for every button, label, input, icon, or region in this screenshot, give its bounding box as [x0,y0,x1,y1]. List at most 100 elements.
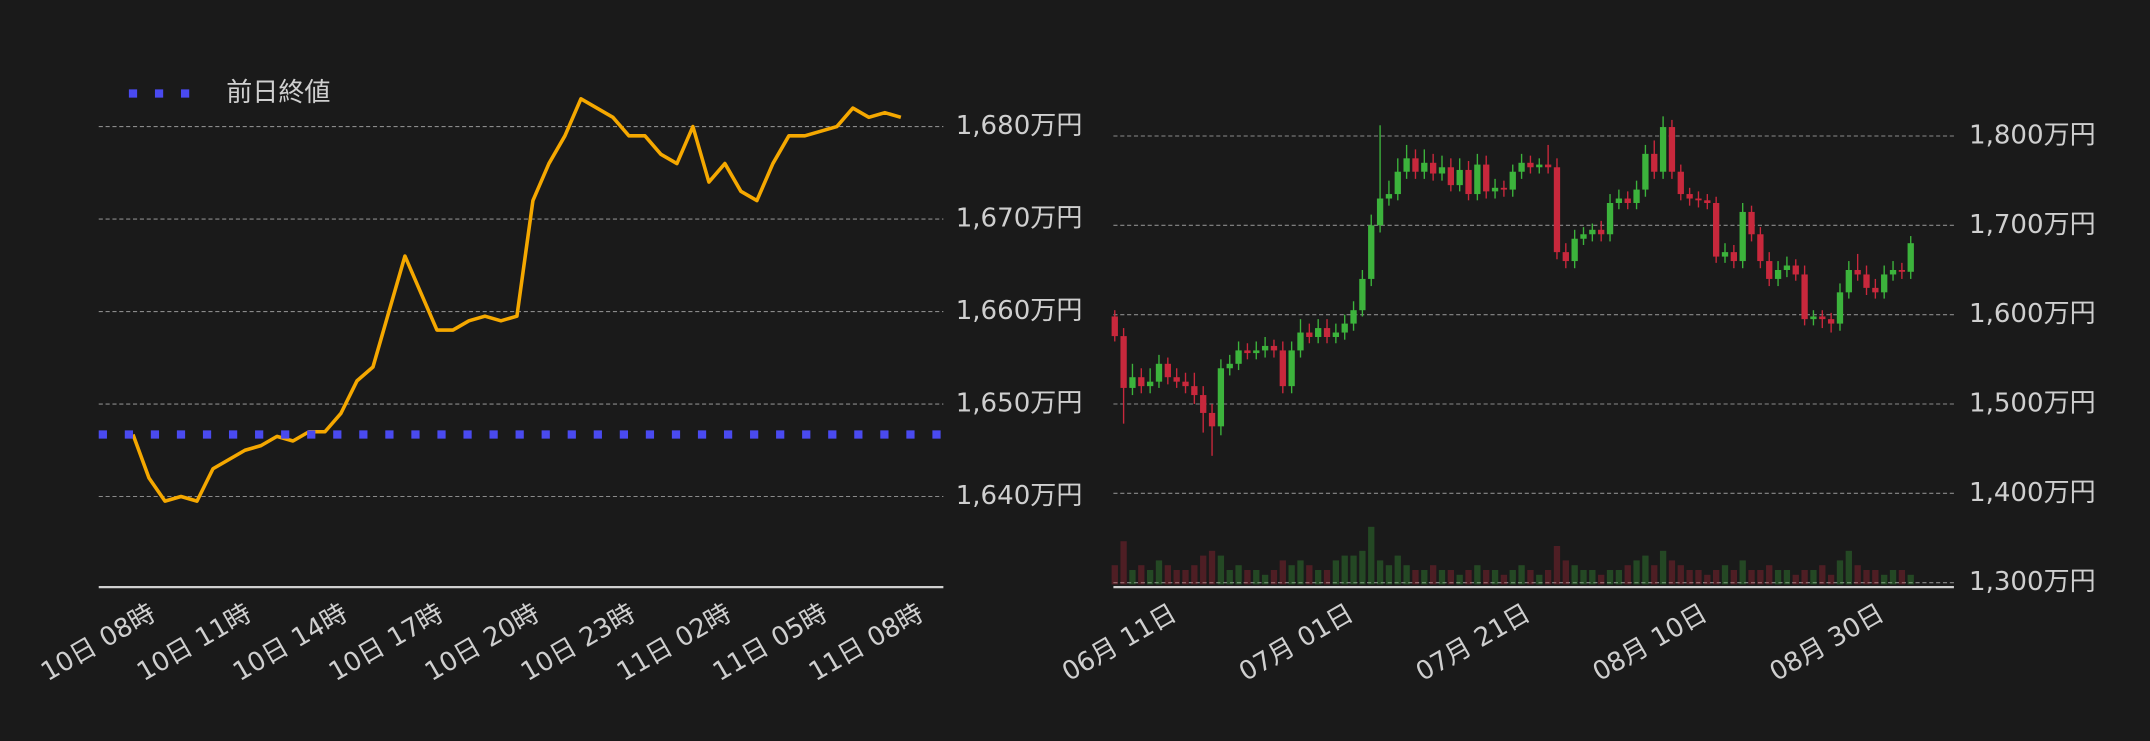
candle-body [1429,162,1437,174]
volume-bar [1146,570,1154,585]
volume-bar [1155,560,1163,585]
volume-bar [1907,574,1914,585]
volume-bar [1270,570,1278,585]
candle-body [1182,381,1189,387]
candle-body [1341,323,1348,333]
volume-bar [1403,565,1410,585]
candle-body [1730,252,1738,262]
candle-body [1536,164,1543,168]
candle-body [1403,158,1410,172]
candle-body [1315,328,1322,338]
volume-bar [1518,565,1525,585]
y-tick-label: 1,650万円 [956,389,1083,419]
volume-bar [1695,570,1702,585]
candle-body [1350,310,1357,324]
candle-body [1819,316,1826,320]
volume-bar [1323,570,1331,585]
candle-body [1606,202,1614,235]
candle-body [1704,200,1711,203]
candle-body [1146,381,1154,387]
candle-body [1854,269,1861,275]
candle-body [1774,269,1782,279]
volume-bar [1509,570,1516,585]
candle-body [1297,332,1304,351]
candle-body [1757,234,1764,262]
candle-body [1668,127,1676,172]
volume-bar [1792,574,1799,585]
volume-bar [1571,565,1578,585]
candle-body [1421,162,1428,172]
volume-bar [1288,565,1295,585]
volume-bar [1766,565,1773,585]
candle-body [1872,287,1879,293]
volume-bar [1350,555,1357,585]
candle-body [1155,363,1163,382]
volume-bar [1297,560,1304,585]
volume-bar [1376,560,1384,585]
volume-bar [1244,570,1251,585]
y-tick-label: 1,300万円 [1969,567,2096,597]
candle-body [1792,265,1799,275]
candle-body [1226,363,1233,369]
volume-bar [1332,560,1340,585]
volume-bar [1129,570,1136,585]
candle-body [1173,377,1180,382]
volume-bar [1253,570,1260,585]
candle-body [1580,234,1587,239]
candle-body [1306,332,1313,338]
volume-bar [1474,565,1481,585]
volume-bar [1827,574,1835,585]
candle-body [1739,211,1746,262]
y-tick-label: 1,400万円 [1969,478,2096,508]
volume-bar [1527,570,1534,585]
volume-bar [1863,570,1870,585]
volume-bar [1394,555,1401,585]
y-tick-label: 1,500万円 [1969,389,2096,419]
candle-body [1279,350,1286,387]
candle-body [1323,328,1331,338]
volume-bar [1217,555,1225,585]
volume-bar [1120,541,1127,585]
volume-bar [1182,570,1189,585]
candle-body [1677,171,1684,195]
candle-body [1562,252,1569,262]
y-tick-label: 1,670万円 [956,204,1083,234]
candle-body [1544,164,1552,168]
candle-body [1836,292,1844,324]
candle-body [1889,269,1897,275]
candle-body [1624,198,1631,203]
volume-bar [1589,570,1596,585]
volume-bar [1606,570,1614,585]
candle-body [1368,225,1375,279]
candle-body [1748,211,1755,235]
volume-bar [1306,565,1313,585]
candle-body [1288,350,1295,387]
candle-body [1120,336,1127,388]
candle-body [1589,229,1596,235]
candle-body [1642,153,1649,190]
volume-bar [1447,570,1454,585]
candle-body [1721,252,1729,257]
volume-bar [1191,565,1198,585]
volume-bar [1359,550,1366,585]
volume-bar [1438,570,1446,585]
y-tick-label: 1,680万円 [956,111,1083,141]
volume-bar [1580,570,1587,585]
price-line [131,97,902,503]
candle-body [1509,171,1516,190]
volume-bar [1748,570,1755,585]
volume-bar [1757,570,1764,585]
candle-body [1394,171,1401,195]
candle-body [1111,316,1118,337]
volume-bar [1173,570,1180,585]
candle-body [1191,386,1198,396]
volume-bar [1686,570,1693,585]
volume-bar [1483,570,1490,585]
volume-bar [1845,550,1852,585]
y-tick-label: 1,600万円 [1969,299,2096,329]
candle-body [1359,278,1366,311]
candle-body [1200,395,1207,413]
volume-bar [1659,550,1667,585]
